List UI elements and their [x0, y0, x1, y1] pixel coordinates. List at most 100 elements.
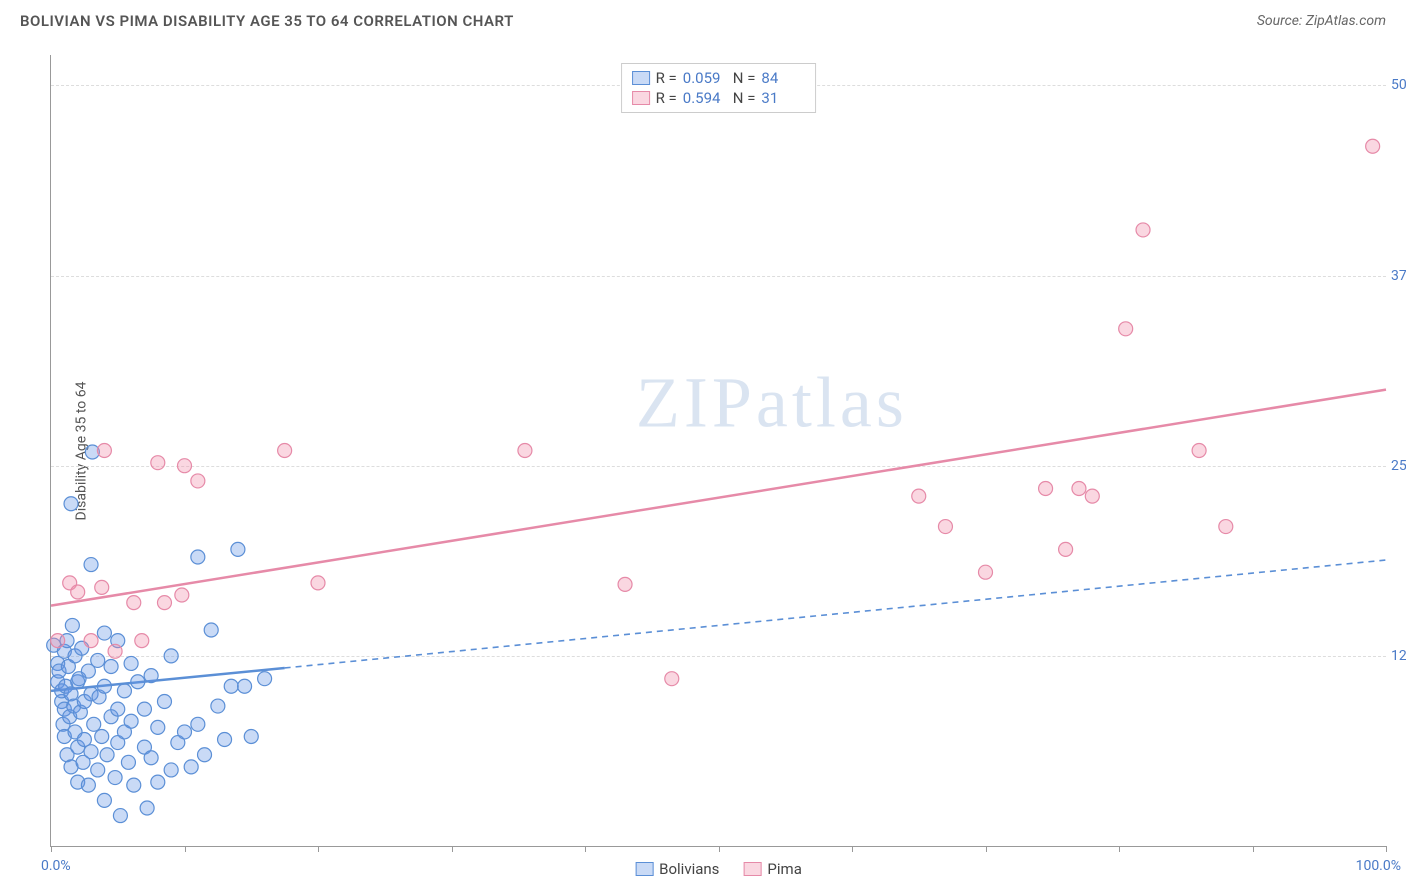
scatter-point [184, 760, 198, 774]
x-tick-mark [585, 846, 586, 852]
x-axis-max-label: 100.0% [1356, 858, 1401, 874]
scatter-point [137, 702, 151, 716]
scatter-point [665, 672, 679, 686]
scatter-point [144, 669, 158, 683]
stat-r-label: R = [656, 69, 677, 87]
scatter-point [175, 588, 189, 602]
scatter-point [231, 542, 245, 556]
series-legend-label: Pima [767, 860, 801, 878]
scatter-point [979, 565, 993, 579]
scatter-point [1072, 482, 1086, 496]
scatter-point [191, 717, 205, 731]
scatter-point [81, 778, 95, 792]
scatter-point [198, 748, 212, 762]
x-tick-mark [452, 846, 453, 852]
scatter-point [1059, 542, 1073, 556]
scatter-point [65, 618, 79, 632]
scatter-point [191, 474, 205, 488]
scatter-point [84, 558, 98, 572]
scatter-point [97, 444, 111, 458]
scatter-point [1119, 322, 1133, 336]
x-tick-mark [185, 846, 186, 852]
scatter-point [1219, 520, 1233, 534]
source-attribution: Source: ZipAtlas.com [1257, 13, 1386, 29]
x-axis-min-label: 0.0% [41, 858, 71, 874]
scatter-point [224, 679, 238, 693]
legend-swatch [632, 71, 650, 85]
x-tick-mark [1386, 846, 1387, 852]
y-tick-label: 25.0% [1391, 458, 1406, 474]
scatter-point [1192, 444, 1206, 458]
scatter-point [113, 809, 127, 823]
scatter-point [95, 729, 109, 743]
regression-line [51, 390, 1386, 606]
x-tick-mark [986, 846, 987, 852]
scatter-point [124, 656, 138, 670]
scatter-point [127, 778, 141, 792]
scatter-point [127, 596, 141, 610]
scatter-point [1039, 482, 1053, 496]
x-tick-mark [51, 846, 52, 852]
scatter-point [87, 717, 101, 731]
scatter-point [238, 679, 252, 693]
scatter-point [204, 623, 218, 637]
stat-n-value: 31 [761, 89, 805, 107]
scatter-point [91, 763, 105, 777]
stat-n-label: N = [733, 89, 756, 107]
plot-svg [51, 55, 1386, 846]
stat-r-value: 0.059 [683, 69, 727, 87]
x-tick-mark [1119, 846, 1120, 852]
legend-swatch [632, 91, 650, 105]
scatter-point [84, 634, 98, 648]
scatter-point [912, 489, 926, 503]
series-legend-item: Pima [743, 860, 801, 878]
scatter-point [157, 694, 171, 708]
scatter-point [218, 733, 232, 747]
scatter-point [124, 714, 138, 728]
x-tick-mark [1253, 846, 1254, 852]
regression-line-dashed [285, 560, 1386, 668]
scatter-point [211, 699, 225, 713]
plot-area: ZIPatlas R =0.059N =84R =0.594N =31 0.0%… [50, 55, 1386, 847]
scatter-point [618, 577, 632, 591]
x-tick-mark [852, 846, 853, 852]
scatter-point [111, 702, 125, 716]
stat-n-label: N = [733, 69, 756, 87]
stat-n-value: 84 [761, 69, 805, 87]
chart-title: BOLIVIAN VS PIMA DISABILITY AGE 35 TO 64… [20, 12, 514, 30]
stats-legend: R = 0.059 N = 84 R = 0.594 N = 31 [621, 63, 817, 113]
scatter-point [108, 644, 122, 658]
scatter-point [51, 634, 65, 648]
scatter-point [135, 634, 149, 648]
scatter-point [131, 675, 145, 689]
scatter-point [121, 755, 135, 769]
series-legend-label: Bolivians [659, 860, 719, 878]
scatter-point [144, 751, 158, 765]
scatter-point [97, 793, 111, 807]
scatter-point [244, 729, 258, 743]
scatter-point [64, 497, 78, 511]
series-legend: Bolivians Pima [635, 860, 802, 878]
scatter-point [258, 672, 272, 686]
scatter-point [178, 725, 192, 739]
stat-r-value: 0.594 [683, 89, 727, 107]
scatter-point [311, 576, 325, 590]
stat-r-label: R = [656, 89, 677, 107]
scatter-point [100, 748, 114, 762]
scatter-point [164, 649, 178, 663]
scatter-point [140, 801, 154, 815]
scatter-point [97, 626, 111, 640]
scatter-point [151, 456, 165, 470]
scatter-point [97, 679, 111, 693]
scatter-point [104, 660, 118, 674]
scatter-point [1366, 139, 1380, 153]
scatter-point [108, 771, 122, 785]
scatter-point [164, 763, 178, 777]
stats-legend-row: R = 0.594 N = 31 [632, 88, 806, 108]
legend-swatch [635, 862, 653, 876]
series-legend-item: Bolivians [635, 860, 719, 878]
x-tick-mark [719, 846, 720, 852]
scatter-point [117, 684, 131, 698]
scatter-point [91, 653, 105, 667]
y-tick-label: 37.5% [1391, 268, 1406, 284]
